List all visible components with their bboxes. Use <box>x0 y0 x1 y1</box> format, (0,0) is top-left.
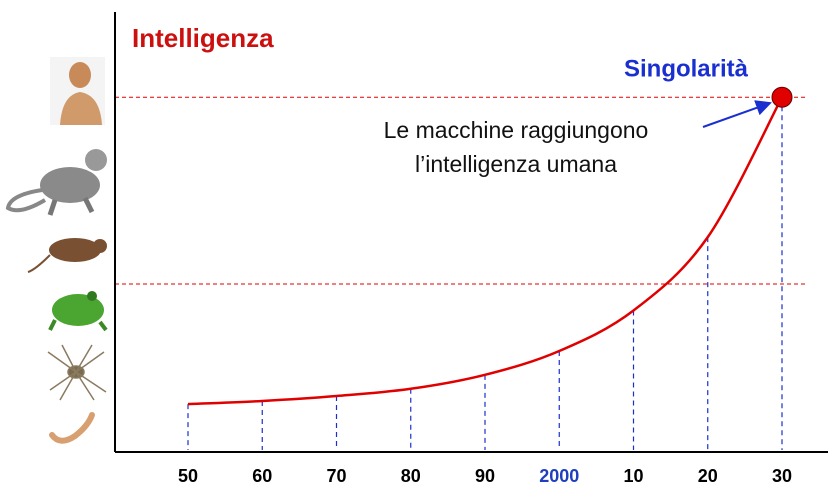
icon-human <box>50 57 105 125</box>
icon-mouse <box>27 238 107 273</box>
x-tick-label: 90 <box>475 466 495 486</box>
x-tick-label: 60 <box>252 466 272 486</box>
annotation-line: Le macchine raggiungono <box>384 117 649 143</box>
curve <box>187 96 784 406</box>
x-tick-label: 2000 <box>539 466 579 486</box>
x-tick-label: 70 <box>326 466 346 486</box>
y-axis-label: Intelligenza <box>132 23 274 53</box>
icon-worm <box>49 412 95 444</box>
singularity-marker <box>771 86 793 108</box>
x-tick-label: 30 <box>772 466 792 486</box>
annotation-arrow <box>702 100 772 128</box>
x-tick-label: 20 <box>698 466 718 486</box>
icon-monkey <box>5 149 107 216</box>
x-tick-label: 10 <box>623 466 643 486</box>
x-tick-label: 50 <box>178 466 198 486</box>
icon-frog <box>48 291 108 332</box>
singularity-label: Singolarità <box>624 55 749 82</box>
annotation-line: l’intelligenza umana <box>415 151 617 177</box>
icon-spider <box>47 344 107 401</box>
x-tick-label: 80 <box>401 466 421 486</box>
